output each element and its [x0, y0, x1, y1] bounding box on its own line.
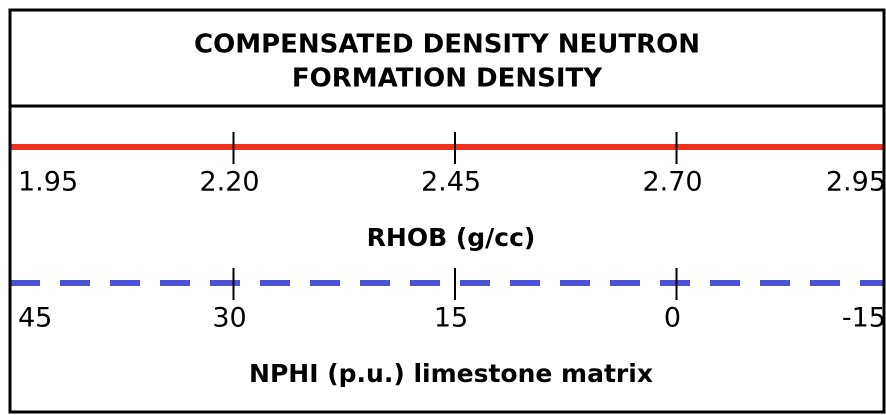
tick-label: 30 [212, 303, 246, 334]
content: COMPENSATED DENSITY NEUTRON FORMATION DE… [10, 30, 886, 388]
tick-label: 0 [664, 303, 681, 334]
tick-label: 2.20 [199, 167, 259, 198]
tick-label: 15 [434, 303, 468, 334]
tick-label: 2.45 [421, 167, 481, 198]
tick-label: 2.70 [642, 167, 702, 198]
title-line: COMPENSATED DENSITY NEUTRON [194, 30, 700, 60]
tick-label: 1.95 [18, 167, 78, 198]
title-line: FORMATION DENSITY [292, 64, 603, 94]
tick-label: 45 [18, 303, 52, 334]
border [8, 8, 886, 414]
scale-label: RHOB (g/cc) [367, 223, 536, 252]
tick-label: 2.95 [826, 167, 886, 198]
scale-label: NPHI (p.u.) limestone matrix [249, 359, 653, 388]
tick-label: -15 [842, 303, 886, 334]
